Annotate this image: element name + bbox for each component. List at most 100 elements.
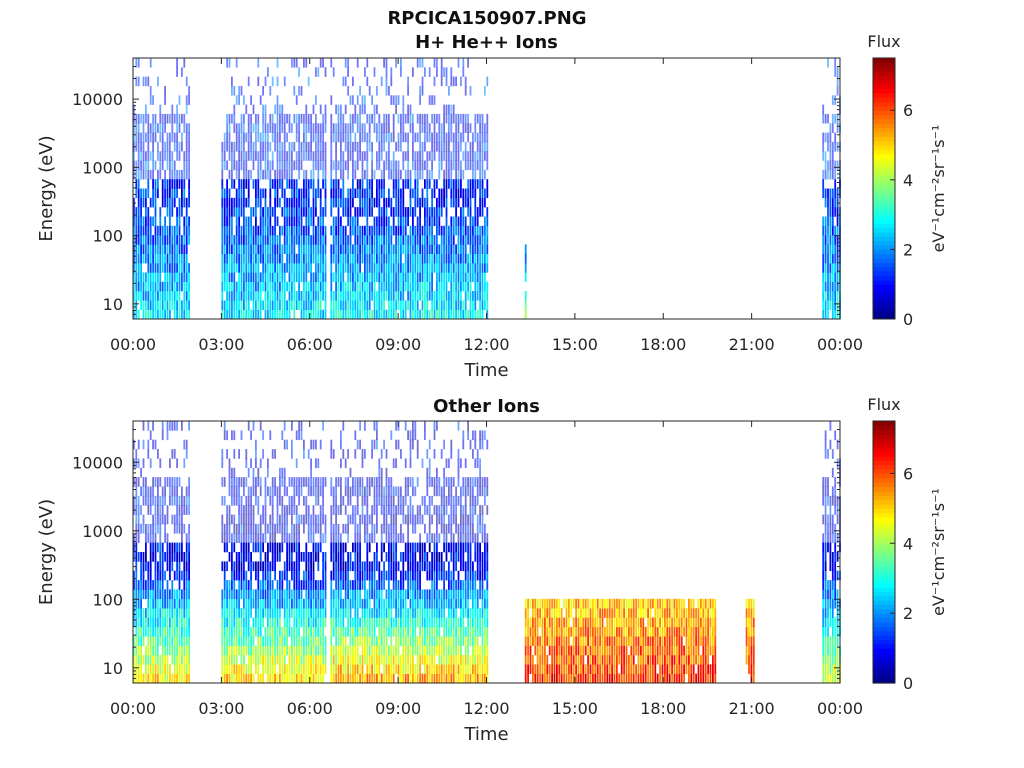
heatmap-cell bbox=[335, 486, 337, 497]
heatmap-cell bbox=[164, 664, 166, 674]
heatmap-cell bbox=[354, 216, 357, 227]
heatmap-cell bbox=[371, 514, 373, 525]
heatmap-cell bbox=[383, 263, 385, 273]
heatmap-cell bbox=[286, 505, 288, 515]
heatmap-cell bbox=[416, 235, 419, 245]
heatmap-cell bbox=[286, 216, 288, 227]
heatmap-cell bbox=[140, 561, 142, 572]
heatmap-cell bbox=[305, 570, 308, 581]
heatmap-cell bbox=[233, 113, 236, 124]
heatmap-cell bbox=[317, 291, 320, 301]
heatmap-cell bbox=[373, 505, 376, 515]
heatmap-cell bbox=[276, 104, 279, 115]
heatmap-cell bbox=[467, 263, 469, 273]
heatmap-cell bbox=[291, 141, 293, 152]
heatmap-cell bbox=[279, 160, 281, 171]
heatmap-cell bbox=[279, 244, 281, 254]
heatmap-cell bbox=[295, 253, 298, 264]
heatmap-cell bbox=[438, 123, 441, 133]
heatmap-cell bbox=[169, 300, 171, 310]
heatmap-cell bbox=[274, 253, 276, 264]
heatmap-cell bbox=[250, 291, 252, 301]
heatmap-cell bbox=[145, 664, 147, 674]
heatmap-cell bbox=[388, 132, 390, 143]
heatmap-cell bbox=[438, 216, 441, 227]
heatmap-cell bbox=[359, 421, 361, 431]
heatmap-cell bbox=[340, 281, 342, 292]
heatmap-cell bbox=[337, 598, 340, 609]
heatmap-cell bbox=[295, 123, 298, 133]
heatmap-cell bbox=[274, 179, 276, 189]
heatmap-cell bbox=[154, 235, 157, 245]
heatmap-cell bbox=[366, 505, 369, 515]
heatmap-cell bbox=[255, 449, 257, 459]
heatmap-cell bbox=[385, 207, 388, 217]
heatmap-cell bbox=[152, 542, 154, 553]
heatmap-cell bbox=[267, 207, 269, 217]
heatmap-cell bbox=[257, 244, 260, 254]
heatmap-cell bbox=[407, 151, 409, 161]
heatmap-cell bbox=[298, 300, 300, 310]
heatmap-cell bbox=[221, 523, 224, 534]
heatmap-cell bbox=[267, 636, 269, 646]
heatmap-cell bbox=[385, 67, 388, 77]
heatmap-cell bbox=[450, 76, 453, 87]
heatmap-cell bbox=[349, 244, 352, 254]
heatmap-cell bbox=[376, 523, 378, 534]
heatmap-cell bbox=[243, 645, 245, 656]
heatmap-cell bbox=[295, 132, 298, 143]
colorbar-segment bbox=[873, 171, 895, 176]
heatmap-cell bbox=[279, 300, 281, 310]
heatmap-cell bbox=[226, 235, 228, 245]
heatmap-cell bbox=[140, 169, 142, 180]
heatmap-cell bbox=[271, 160, 274, 171]
heatmap-cell bbox=[164, 495, 166, 506]
heatmap-cell bbox=[293, 477, 296, 487]
heatmap-cell bbox=[157, 514, 159, 525]
heatmap-cell bbox=[295, 216, 298, 227]
heatmap-cell bbox=[238, 608, 240, 618]
heatmap-cell bbox=[238, 216, 240, 227]
heatmap-cell bbox=[319, 225, 322, 236]
heatmap-cell bbox=[368, 533, 371, 543]
heatmap-cell bbox=[476, 141, 479, 152]
heatmap-cell bbox=[352, 244, 354, 254]
heatmap-cell bbox=[383, 216, 385, 227]
heatmap-cell bbox=[474, 300, 477, 310]
colorbar-segment bbox=[873, 92, 895, 98]
heatmap-cell bbox=[373, 495, 376, 506]
heatmap-cell bbox=[178, 664, 181, 674]
heatmap-cell bbox=[271, 598, 274, 609]
heatmap-cell bbox=[352, 514, 354, 525]
heatmap-cell bbox=[288, 552, 291, 562]
heatmap-cell bbox=[176, 421, 178, 431]
heatmap-cell bbox=[385, 514, 388, 525]
heatmap-cell bbox=[472, 309, 474, 320]
heatmap-cell bbox=[829, 263, 832, 273]
heatmap-cell bbox=[335, 141, 337, 152]
heatmap-cell bbox=[305, 561, 308, 572]
heatmap-cell bbox=[312, 664, 315, 674]
heatmap-cell bbox=[281, 263, 284, 273]
heatmap-cell bbox=[264, 608, 267, 618]
heatmap-cell bbox=[479, 132, 481, 143]
heatmap-cell bbox=[486, 123, 489, 133]
heatmap-cell bbox=[188, 169, 190, 180]
heatmap-cell bbox=[383, 439, 385, 450]
heatmap-cell bbox=[397, 626, 400, 637]
heatmap-cell bbox=[259, 132, 262, 143]
heatmap-cell bbox=[319, 580, 322, 590]
heatmap-cell bbox=[354, 580, 357, 590]
heatmap-cell bbox=[364, 272, 366, 282]
heatmap-cell bbox=[235, 608, 238, 618]
heatmap-cell bbox=[395, 179, 397, 189]
heatmap-cell bbox=[450, 160, 453, 171]
heatmap-cell bbox=[349, 645, 352, 656]
heatmap-cell bbox=[161, 244, 164, 254]
heatmap-cell bbox=[293, 589, 296, 600]
heatmap-cell bbox=[356, 495, 359, 506]
heatmap-cell bbox=[137, 439, 140, 450]
heatmap-cell bbox=[145, 654, 147, 665]
heatmap-cell bbox=[378, 113, 381, 124]
heatmap-cell bbox=[824, 151, 827, 161]
